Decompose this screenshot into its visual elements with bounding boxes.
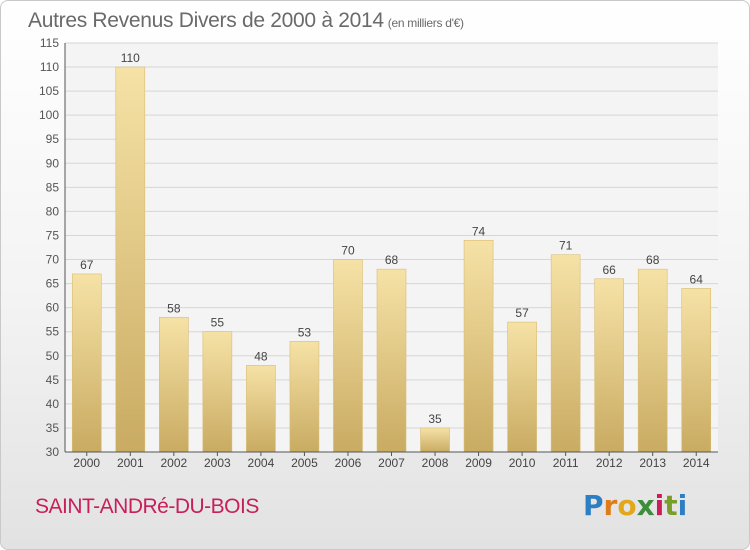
- bar-value-label: 110: [121, 51, 140, 65]
- chart-title-text: Autres Revenus Divers de 2000 à 2014: [28, 9, 384, 32]
- bar-value-label: 67: [80, 258, 94, 272]
- logo-letter: i: [677, 489, 688, 522]
- bar: [550, 254, 581, 453]
- bar: [463, 239, 494, 453]
- bar-value-label: 66: [602, 263, 616, 277]
- bar-value-label: 74: [472, 224, 486, 238]
- bar: [420, 427, 450, 453]
- logo-letter: i: [654, 489, 665, 522]
- x-tick-label: 2001: [117, 456, 144, 470]
- y-tick-label: 30: [46, 445, 60, 459]
- x-tick-label: 2009: [465, 456, 492, 470]
- bar: [594, 278, 624, 453]
- logo-letter: P: [583, 489, 604, 522]
- y-tick-label: 75: [46, 228, 60, 242]
- y-tick-label: 80: [46, 204, 60, 218]
- chart-unit: (en milliers d'€): [387, 16, 464, 30]
- bar-value-label: 53: [298, 325, 312, 339]
- y-tick-label: 105: [39, 84, 59, 98]
- x-tick-label: 2006: [335, 456, 362, 470]
- x-tick-label: 2005: [291, 456, 318, 470]
- bar-value-label: 55: [211, 316, 225, 330]
- logo-letter: o: [617, 489, 637, 522]
- bar: [376, 268, 407, 453]
- x-tick-label: 2008: [422, 456, 449, 470]
- axes: 30 35 40 45 50 55 60 65 70 75 80 85 90 95 100 105 110 115…: [39, 36, 718, 470]
- bar-value-label: 68: [646, 253, 660, 267]
- x-tick-label: 2011: [553, 456, 579, 470]
- bar: [159, 316, 189, 453]
- bar-value-label: 71: [559, 239, 573, 253]
- x-tick-label: 2000: [73, 456, 100, 470]
- bar-value-label: 58: [167, 301, 181, 315]
- y-tick-label: 85: [46, 180, 60, 194]
- y-tick-label: 90: [46, 156, 60, 170]
- y-tick-label: 95: [46, 132, 60, 146]
- bar: [637, 268, 668, 453]
- bar: [115, 66, 146, 453]
- proxiti-logo: Proxiti: [583, 489, 687, 522]
- bar: [246, 365, 276, 453]
- x-tick-label: 2007: [378, 456, 405, 470]
- chart-title: Autres Revenus Divers de 2000 à 2014 (en …: [28, 9, 464, 33]
- bar: [289, 341, 320, 453]
- bar: [681, 288, 712, 453]
- y-tick-label: 65: [46, 277, 60, 291]
- bar-value-label: 57: [515, 306, 529, 320]
- x-tick-label: 2012: [596, 456, 623, 470]
- x-tick-label: 2014: [683, 456, 710, 470]
- y-tick-label: 110: [40, 60, 59, 74]
- x-tick-label: 2013: [639, 456, 666, 470]
- y-tick-label: 115: [40, 36, 59, 50]
- logo-letter: t: [664, 489, 678, 522]
- x-tick-label: 2002: [160, 456, 187, 470]
- x-tick-label: 2010: [509, 456, 536, 470]
- bars: 67 110 58 55 48 53 70 68 35 74 57 71 66 68 64: [71, 51, 712, 453]
- logo-letter: x: [636, 489, 655, 522]
- y-tick-label: 55: [46, 325, 60, 339]
- bar-value-label: 48: [254, 349, 268, 363]
- bar-value-label: 68: [385, 253, 399, 267]
- y-tick-label: 60: [46, 301, 60, 315]
- bar: [71, 273, 102, 453]
- bar: [507, 321, 537, 453]
- y-tick-label: 100: [39, 108, 59, 122]
- x-tick-label: 2003: [204, 456, 231, 470]
- y-tick-label: 40: [46, 397, 60, 411]
- y-tick-label: 45: [46, 373, 60, 387]
- x-tick-label: 2004: [248, 456, 275, 470]
- bar: [202, 331, 233, 453]
- bar-value-label: 70: [341, 244, 355, 258]
- y-tick-label: 70: [46, 253, 60, 267]
- logo-letter: r: [603, 489, 618, 522]
- y-tick-label: 35: [46, 421, 60, 435]
- place-name: SAINT-ANDRé-DU-BOIS: [35, 495, 259, 518]
- bar: [333, 259, 363, 453]
- y-tick-label: 50: [46, 349, 60, 363]
- bar-value-label: 64: [690, 272, 704, 286]
- bar-value-label: 35: [428, 412, 442, 426]
